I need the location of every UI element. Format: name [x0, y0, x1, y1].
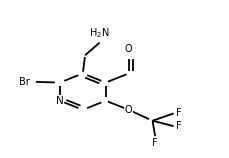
Text: O: O — [124, 105, 132, 115]
Text: F: F — [176, 121, 181, 131]
Text: H$_2$N: H$_2$N — [89, 26, 109, 40]
Text: N: N — [56, 96, 63, 106]
Text: Br: Br — [19, 77, 30, 87]
Text: O: O — [124, 44, 132, 54]
Text: F: F — [176, 108, 181, 118]
Text: F: F — [152, 138, 157, 148]
